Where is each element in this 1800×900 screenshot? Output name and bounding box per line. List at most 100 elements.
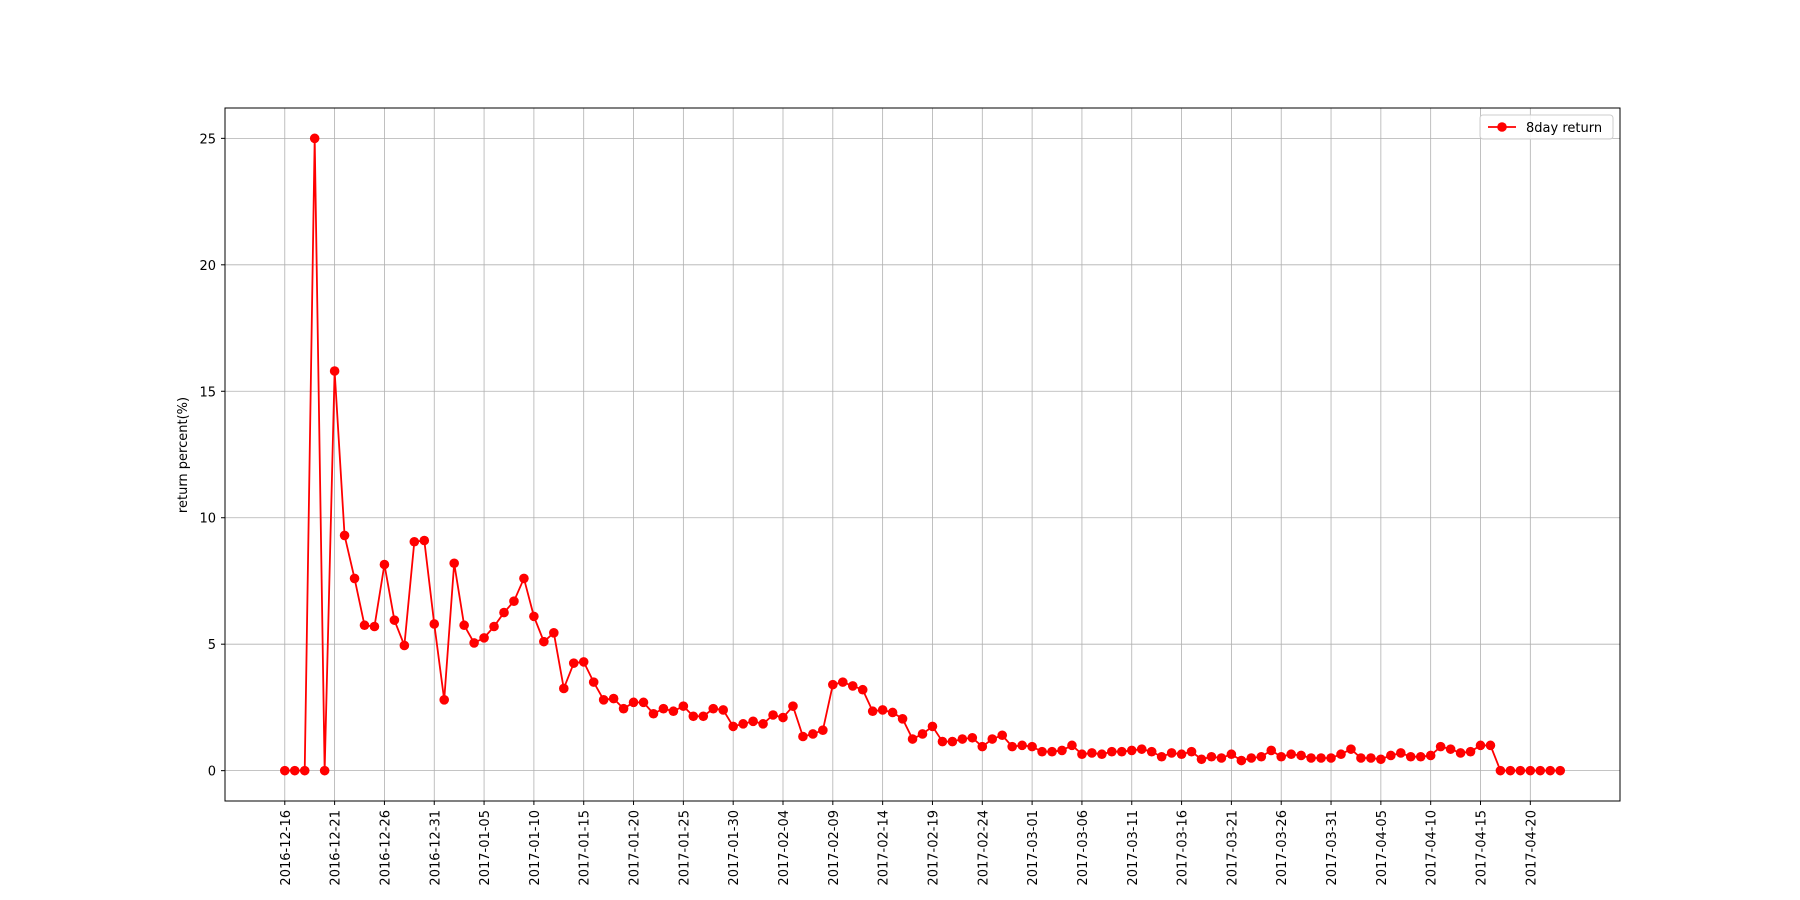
data-point — [449, 558, 459, 569]
data-point — [778, 712, 788, 723]
data-point — [987, 734, 998, 744]
data-point — [279, 765, 290, 776]
data-point — [1316, 753, 1326, 763]
data-point — [937, 736, 948, 747]
data-point — [668, 706, 679, 717]
data-point — [389, 615, 400, 625]
data-point — [409, 536, 420, 547]
x-tick-label: 2017-04-15 — [1475, 810, 1490, 886]
data-point — [818, 725, 828, 735]
data-point — [1465, 746, 1476, 757]
data-point — [967, 732, 978, 743]
data-point — [1455, 748, 1466, 758]
data-point — [509, 596, 519, 606]
data-point — [648, 708, 659, 719]
data-point — [558, 683, 569, 694]
data-point — [1425, 750, 1436, 761]
data-point — [808, 729, 818, 739]
data-point — [698, 711, 709, 722]
x-tick-label: 2017-02-19 — [926, 810, 941, 886]
axis-ticks: 0 5 10 15 20 25 2016-12-16 2016-12-21 2016-12-26… — [199, 132, 1539, 885]
legend-label: 8day return — [1526, 121, 1602, 136]
data-point — [399, 640, 410, 651]
data-point — [1136, 744, 1147, 754]
data-point — [1017, 740, 1027, 751]
data-point — [917, 729, 928, 739]
x-tick-label: 2017-02-14 — [877, 810, 892, 886]
data-point — [718, 705, 729, 715]
data-point — [459, 620, 469, 631]
x-tick-label: 2017-01-10 — [528, 810, 543, 886]
data-point — [608, 693, 619, 704]
data-point — [1445, 744, 1456, 754]
data-point — [369, 621, 380, 632]
data-point — [798, 731, 808, 742]
y-tick-label: 5 — [208, 638, 216, 653]
data-point — [1156, 751, 1167, 762]
data-point — [359, 620, 370, 631]
data-point — [1555, 765, 1566, 776]
data-point — [1515, 765, 1526, 776]
data-point — [1077, 749, 1087, 760]
legend: 8day return — [1479, 114, 1614, 140]
data-point — [349, 573, 360, 584]
data-point — [379, 559, 390, 570]
x-tick-label: 2017-03-16 — [1176, 810, 1191, 886]
data-point — [578, 657, 589, 667]
data-point — [828, 679, 838, 690]
data-point — [1475, 740, 1486, 751]
data-point — [469, 638, 479, 648]
data-point — [309, 133, 320, 144]
data-point — [1166, 748, 1177, 758]
data-point — [1027, 741, 1037, 752]
x-tick-label: 2017-04-20 — [1524, 810, 1539, 886]
y-tick-label: 20 — [199, 259, 216, 274]
data-point — [1346, 744, 1356, 754]
data-point — [1097, 749, 1107, 760]
data-point — [1007, 741, 1017, 752]
data-point — [1395, 748, 1406, 758]
data-point — [1236, 755, 1247, 766]
data-point — [1386, 750, 1396, 761]
data-point — [1206, 751, 1217, 762]
y-tick-label: 10 — [199, 512, 216, 527]
data-point — [1336, 749, 1346, 760]
data-point — [628, 697, 639, 708]
x-tick-label: 2017-01-05 — [478, 810, 493, 886]
x-tick-label: 2017-01-25 — [677, 810, 692, 886]
x-tick-label: 2017-02-24 — [976, 810, 991, 886]
data-point — [529, 611, 539, 622]
x-tick-label: 2016-12-31 — [428, 810, 443, 886]
data-point — [658, 703, 669, 714]
data-point — [1356, 753, 1366, 763]
data-point — [927, 721, 938, 732]
data-point — [618, 703, 629, 714]
data-point — [539, 636, 549, 647]
data-point — [977, 741, 988, 752]
data-point — [1266, 745, 1277, 756]
data-point — [837, 677, 848, 687]
data-point — [289, 765, 300, 776]
data-point — [688, 711, 699, 722]
data-point — [429, 619, 440, 629]
x-tick-label: 2016-12-16 — [279, 810, 294, 886]
x-tick-label: 2017-01-15 — [578, 810, 593, 886]
y-tick-label: 0 — [208, 765, 216, 780]
data-point — [997, 730, 1008, 741]
data-point — [319, 765, 330, 776]
data-point — [877, 705, 888, 715]
data-point — [758, 719, 768, 729]
data-point — [489, 621, 499, 632]
data-point — [519, 573, 529, 584]
data-point — [598, 695, 609, 705]
data-point — [479, 633, 489, 643]
data-point — [1226, 749, 1237, 760]
data-point — [1306, 753, 1316, 763]
data-point — [1196, 754, 1207, 765]
data-point — [788, 701, 798, 711]
data-point — [1326, 753, 1336, 763]
data-point — [1047, 746, 1057, 757]
data-point — [957, 734, 968, 744]
